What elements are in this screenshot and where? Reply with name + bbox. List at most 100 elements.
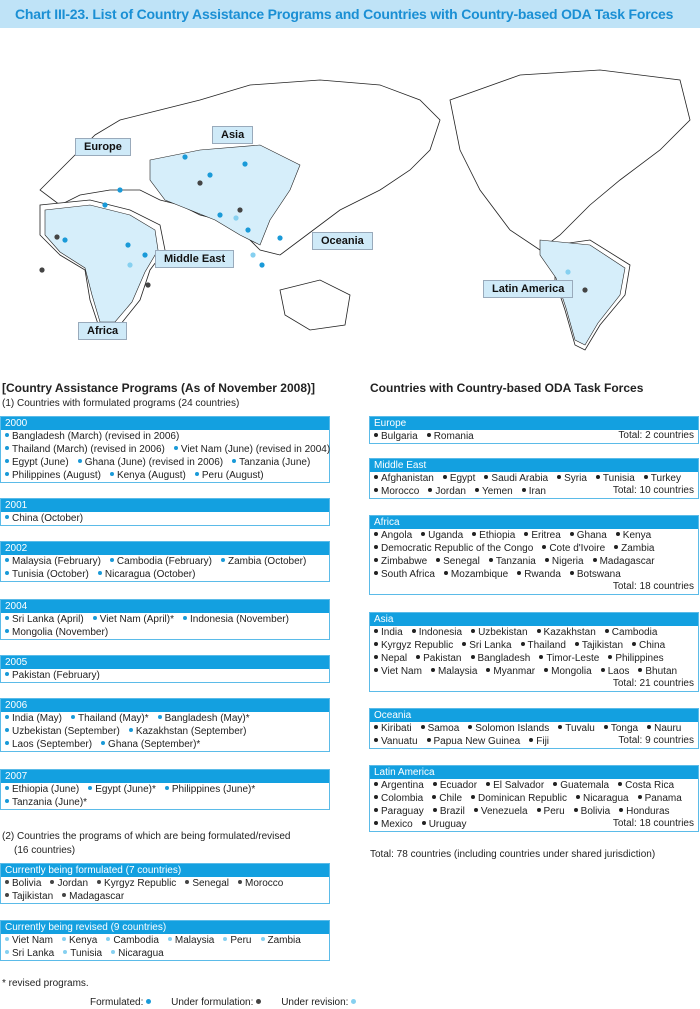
bullet-icon xyxy=(604,629,609,634)
item-label: El Salvador xyxy=(493,780,545,791)
bullet-icon xyxy=(92,616,97,621)
box-header: Europe xyxy=(370,417,698,430)
year-box-2007: 2007 Ethiopia (June) Egypt (June)* Philippi… xyxy=(0,769,330,810)
list-item: Tajikistan xyxy=(5,891,53,902)
list-item: Pakistan xyxy=(416,653,462,664)
bullet-icon xyxy=(603,725,608,730)
year-box-2002: 2002 Malaysia (February) Cambodia (Februar… xyxy=(0,541,330,582)
legend-under-revision: Under revision: xyxy=(281,997,359,1008)
bullet-icon xyxy=(5,446,9,451)
world-map: Europe Asia Middle East Oceania Africa L… xyxy=(0,40,700,370)
bullet-icon xyxy=(520,642,525,647)
region-box-oceania: Oceania Kiribati Samoa Solomon Islands Tuval… xyxy=(369,708,699,749)
bullet-icon xyxy=(426,433,431,438)
item-row: Ethiopia (June) Egypt (June)* Philippines … xyxy=(1,783,329,796)
bullet-icon xyxy=(5,786,9,791)
bullet-icon xyxy=(544,558,549,563)
bullet-icon xyxy=(471,629,476,634)
bullet-icon xyxy=(472,532,477,537)
item-label: Pakistan (February) xyxy=(12,670,100,681)
item-row: Afghanistan Egypt Saudi Arabia Syria Tunisia… xyxy=(370,472,698,485)
list-item: Angola xyxy=(374,530,412,541)
list-item: Argentina xyxy=(374,780,424,791)
item-label: Uruguay xyxy=(428,819,467,830)
bullet-icon xyxy=(592,558,597,563)
list-item: Tanzania (June) xyxy=(232,457,310,468)
country-dot xyxy=(207,172,213,178)
item-row: Sri Lanka (April) Viet Nam (April)* Indone… xyxy=(1,613,329,626)
bullet-icon xyxy=(474,488,479,493)
bullet-icon xyxy=(109,558,114,563)
map-dots xyxy=(39,154,588,293)
bullet-icon xyxy=(109,472,114,477)
item-label: Zimbabwe xyxy=(381,556,428,567)
bullet-icon xyxy=(615,532,620,537)
bullet-icon xyxy=(542,545,547,550)
bullet-icon xyxy=(185,880,190,885)
list-item: Sri Lanka xyxy=(462,640,512,651)
list-item: Tajikistan xyxy=(574,640,623,651)
item-label: Zambia xyxy=(621,543,655,554)
bullet-icon xyxy=(374,545,378,550)
item-label: Ecuador xyxy=(439,780,478,791)
north-america-outline xyxy=(449,69,691,251)
item-label: Syria xyxy=(564,473,587,484)
bullet-icon xyxy=(173,446,178,451)
bullet-icon xyxy=(638,668,643,673)
list-item: Egypt xyxy=(442,473,475,484)
item-label: Zambia xyxy=(267,935,301,946)
year-box-2004: 2004 Sri Lanka (April) Viet Nam (April)* In… xyxy=(0,599,330,640)
bullet-icon xyxy=(62,893,67,898)
item-row: Mongolia (November) xyxy=(1,626,329,639)
country-dot xyxy=(259,262,265,268)
bullet-icon xyxy=(416,655,421,660)
bullet-icon xyxy=(232,459,237,464)
item-label: Peru (August) xyxy=(201,470,264,481)
map-label-europe: Europe xyxy=(75,138,131,156)
bullet-icon xyxy=(643,475,648,480)
bullet-icon xyxy=(97,571,102,576)
list-item: Romania xyxy=(426,431,474,442)
bullet-icon xyxy=(374,488,378,493)
list-item: Zimbabwe xyxy=(374,556,427,567)
item-label: Nicaragua (October) xyxy=(104,569,196,580)
bullet-icon xyxy=(5,672,9,677)
item-label: Malaysia xyxy=(437,666,478,677)
list-item: India xyxy=(374,627,403,638)
item-label: Rwanda xyxy=(524,569,561,580)
item-label: Kenya (August) xyxy=(116,470,186,481)
region-box-africa: Africa Angola Uganda Ethiopia Eritrea Ghana Ke… xyxy=(369,515,699,595)
item-label: Thailand (May)* xyxy=(78,713,149,724)
list-item: Thailand (May)* xyxy=(71,713,149,724)
year-box-2006: 2006 India (May) Thailand (May)* Bangladesh… xyxy=(0,698,330,752)
list-item: Venezuela xyxy=(473,806,528,817)
list-item: Bolivia xyxy=(573,806,610,817)
list-item: Nauru xyxy=(647,723,681,734)
australia-outline xyxy=(279,279,351,331)
item-label: Uzbekistan (September) xyxy=(12,726,120,737)
item-label: Bulgaria xyxy=(381,431,418,442)
country-dot xyxy=(582,287,588,293)
list-item: Viet Nam (June) (revised in 2004) xyxy=(173,444,330,455)
list-item: Egypt (June)* xyxy=(88,784,156,795)
bullet-icon xyxy=(223,937,228,942)
country-dot xyxy=(127,262,133,268)
item-row: South Africa Mozambique Rwanda Botswana xyxy=(370,568,698,581)
bullet-icon xyxy=(420,725,425,730)
item-row: Paraguay Brazil Venezuela Peru Bolivia Hondur… xyxy=(370,805,698,818)
bullet-icon xyxy=(106,937,111,942)
item-label: Myanmar xyxy=(493,666,536,677)
list-item: Samoa xyxy=(420,723,459,734)
item-label: Bangladesh (March) (revised in 2006) xyxy=(12,431,180,442)
bullet-icon xyxy=(374,571,378,576)
bullet-icon xyxy=(632,642,637,647)
box-header: Currently being formulated (7 countries) xyxy=(1,864,329,877)
bullet-icon xyxy=(595,475,600,480)
list-item: Yemen xyxy=(474,486,513,497)
list-item: Kenya (August) xyxy=(109,470,186,481)
bullet-icon xyxy=(5,937,9,942)
bullet-icon xyxy=(374,808,378,813)
list-item: Senegal xyxy=(185,878,229,889)
bullet-icon xyxy=(473,808,478,813)
